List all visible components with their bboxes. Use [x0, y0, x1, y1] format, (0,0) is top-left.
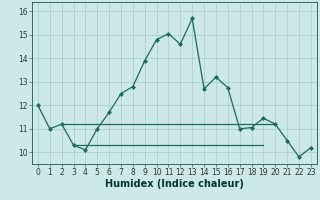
X-axis label: Humidex (Indice chaleur): Humidex (Indice chaleur) — [105, 179, 244, 189]
